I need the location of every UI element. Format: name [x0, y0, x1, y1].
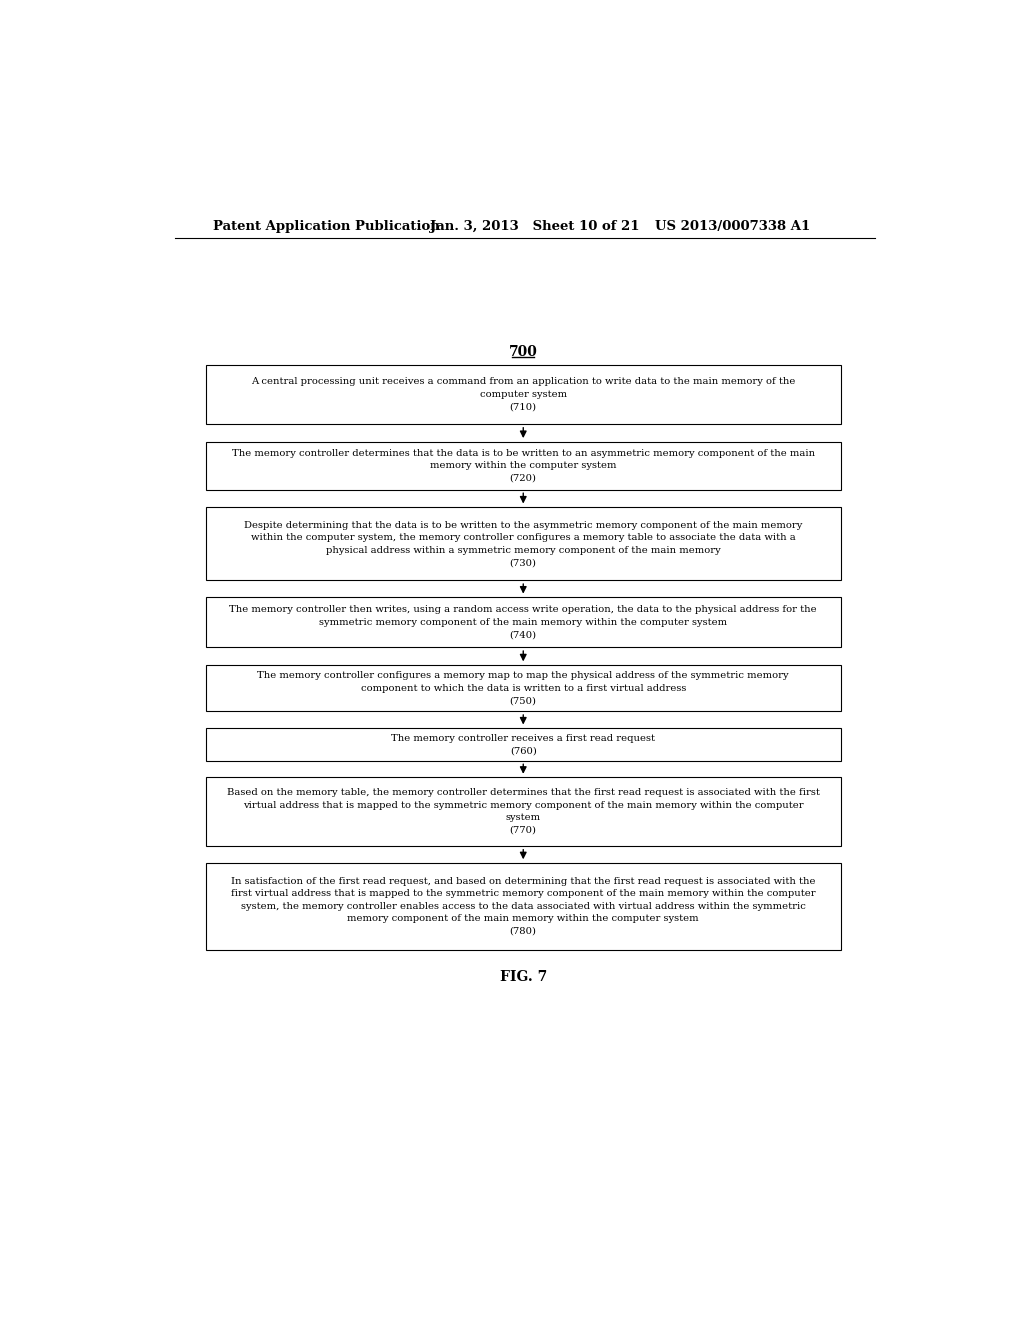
- FancyBboxPatch shape: [206, 729, 841, 760]
- FancyBboxPatch shape: [206, 507, 841, 581]
- Text: Jan. 3, 2013   Sheet 10 of 21: Jan. 3, 2013 Sheet 10 of 21: [430, 219, 640, 232]
- Text: A central processing unit receives a command from an application to write data t: A central processing unit receives a com…: [251, 378, 796, 412]
- Text: Despite determining that the data is to be written to the asymmetric memory comp: Despite determining that the data is to …: [244, 520, 803, 568]
- FancyBboxPatch shape: [206, 442, 841, 490]
- FancyBboxPatch shape: [206, 364, 841, 424]
- Text: Based on the memory table, the memory controller determines that the first read : Based on the memory table, the memory co…: [226, 788, 819, 836]
- Text: US 2013/0007338 A1: US 2013/0007338 A1: [655, 219, 810, 232]
- Text: FIG. 7: FIG. 7: [500, 970, 547, 983]
- FancyBboxPatch shape: [206, 863, 841, 950]
- Text: The memory controller configures a memory map to map the physical address of the: The memory controller configures a memor…: [257, 671, 790, 705]
- FancyBboxPatch shape: [206, 777, 841, 846]
- Text: The memory controller determines that the data is to be written to an asymmetric: The memory controller determines that th…: [231, 449, 815, 483]
- FancyBboxPatch shape: [206, 598, 841, 647]
- Text: The memory controller receives a first read request
(760): The memory controller receives a first r…: [391, 734, 655, 755]
- Text: The memory controller then writes, using a random access write operation, the da: The memory controller then writes, using…: [229, 606, 817, 639]
- Text: 700: 700: [509, 346, 538, 359]
- Text: In satisfaction of the first read request, and based on determining that the fir: In satisfaction of the first read reques…: [231, 876, 815, 936]
- FancyBboxPatch shape: [206, 665, 841, 711]
- Text: Patent Application Publication: Patent Application Publication: [213, 219, 440, 232]
